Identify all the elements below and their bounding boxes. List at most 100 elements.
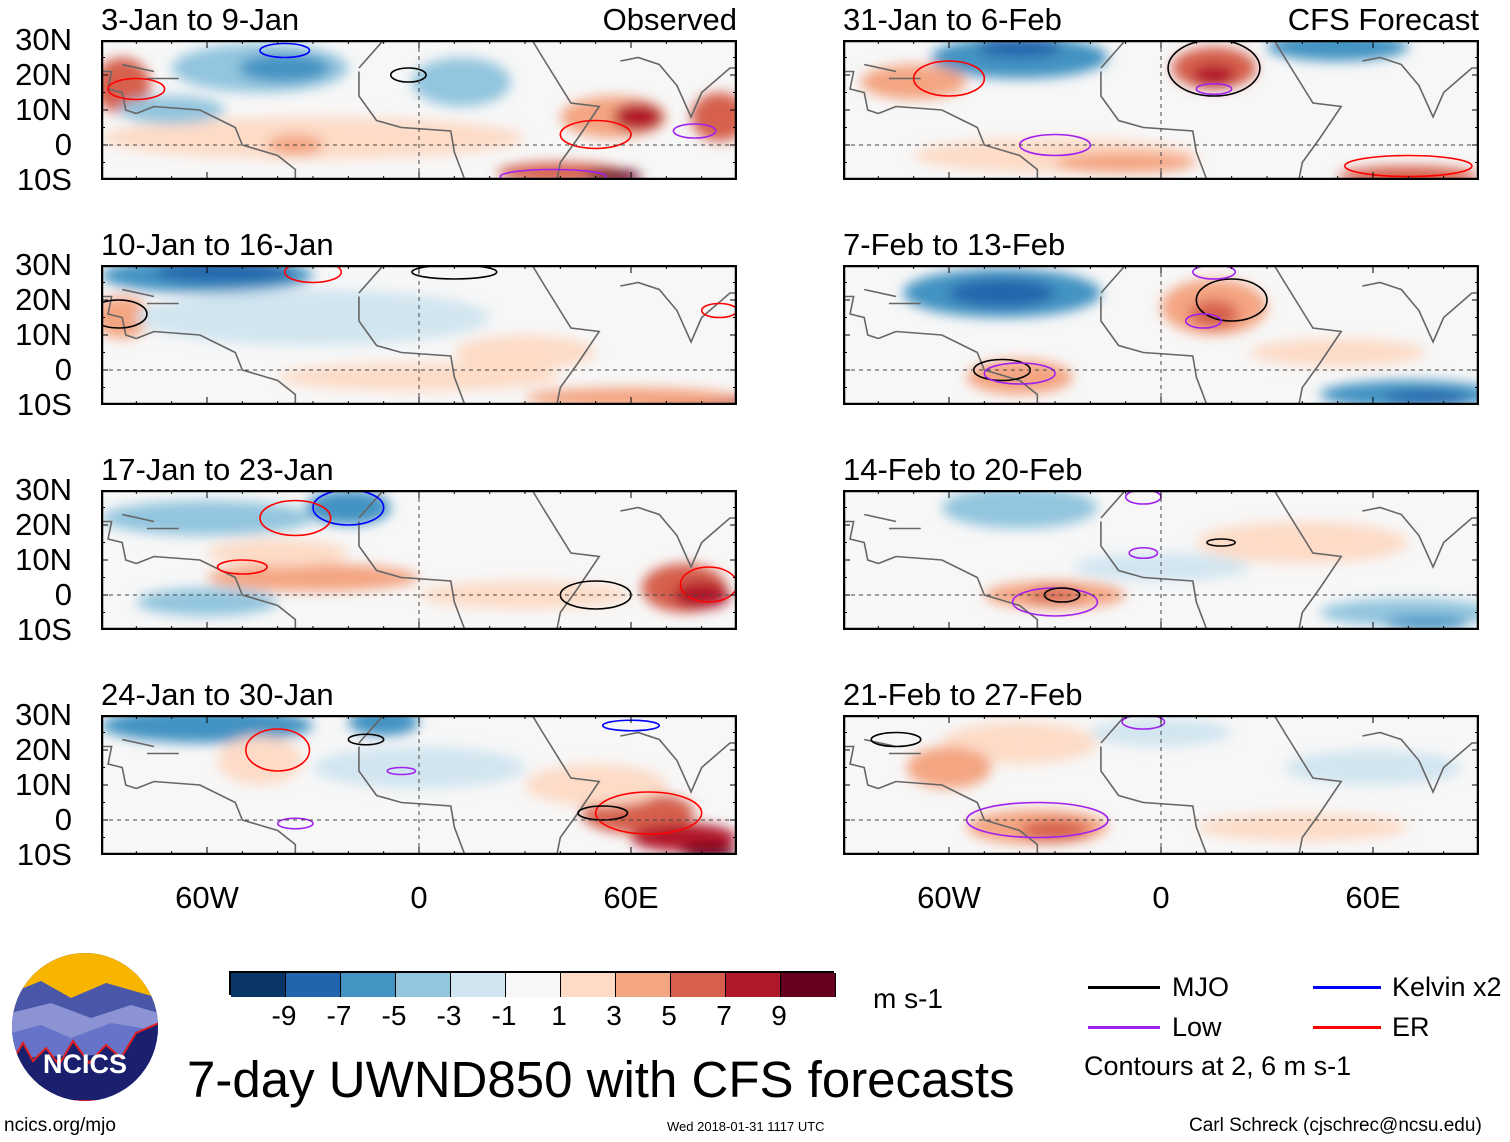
lat-label: 10N [15,92,72,127]
colorbar [229,971,836,997]
contour [389,67,427,83]
map-panel [101,715,737,855]
wind-anomaly-area [1055,152,1197,173]
contour [672,123,717,139]
wind-anomaly-area [313,746,525,789]
map-panel [101,265,737,405]
legend-label-kelvin: Kelvin x2 [1392,972,1502,1002]
wind-anomaly-area [525,764,667,806]
wind-anomaly-area [691,92,737,142]
panel-frame [843,715,1479,855]
panel-frame [843,265,1479,405]
wind-anomaly-area [680,844,737,855]
colorbar-swatch [451,973,506,997]
contour [594,791,703,835]
colorbar-label: -9 [271,1000,297,1031]
colorbar-label: 3 [606,1000,622,1031]
colorbar-label: -7 [326,1000,352,1031]
contour [870,731,922,748]
contour-note: Contours at 2, 6 m s-1 [1084,1051,1352,1081]
contour [101,299,148,329]
lat-label: 20N [15,57,72,92]
contour [1195,278,1268,322]
wind-anomaly-area [931,40,1108,79]
coastline [843,40,1479,180]
legend-line-low [1088,1026,1160,1029]
contour [1184,313,1222,329]
map-panel [101,490,737,630]
legend-label-mjo: MJO [1172,972,1229,1002]
contour [1195,82,1233,96]
wind-anomaly-area [1383,391,1469,405]
wind-anomaly-area [136,289,490,346]
map-panel [101,40,737,180]
wind-anomaly-area [1192,64,1236,86]
legend-line-mjo [1088,986,1160,989]
lat-label: 10N [15,317,72,352]
contour [386,766,417,776]
colorbar-label: 7 [716,1000,732,1031]
contour [559,119,632,150]
contour [347,733,385,746]
wind-anomaly-area [613,103,663,131]
lon-label: 60W [175,880,239,915]
colorbar-label: -1 [491,1000,517,1031]
coastline [101,40,737,180]
wind-anomaly-area [101,715,313,743]
colorbar-swatch [341,973,396,997]
panel-title: 31-Jan to 6-Feb [843,2,1062,37]
lat-label: 30N [15,472,72,507]
contour [577,805,629,821]
panel-title: 21-Feb to 27-Feb [843,677,1083,712]
contour [312,490,385,526]
wind-anomaly-area [238,54,331,82]
colorbar-swatch [561,973,616,997]
coastline [101,490,737,630]
lat-label: 20N [15,732,72,767]
lat-label: 0 [54,802,72,837]
colorbar-swatch [506,973,561,997]
wind-anomaly-area [101,500,313,536]
contour [499,168,608,180]
lon-label: 60W [917,880,981,915]
wind-anomaly-area [631,823,737,852]
wind-anomaly-area [1284,750,1462,785]
lat-label: 20N [15,507,72,542]
lon-label: 60E [1345,880,1401,915]
panel-frame [843,490,1479,630]
legend-line-er [1313,1026,1381,1029]
lat-label: 30N [15,247,72,282]
wind-anomaly-area [305,490,391,525]
wind-anomaly-area [154,265,296,283]
wind-anomaly-area [411,57,511,107]
panel-frame [101,40,737,180]
wind-anomaly-area [966,359,1073,395]
panel-title: 24-Jan to 30-Jan [101,677,334,712]
wind-anomaly-area [949,279,1055,307]
contour [1206,538,1237,547]
lat-label: 10N [15,542,72,577]
lat-label: 30N [15,22,72,57]
colorbar-swatch [616,973,671,997]
wind-anomaly-area [941,490,1098,529]
wind-anomaly-area [1249,338,1426,367]
colorbar-swatch [781,973,836,997]
legend-label-low: Low [1172,1012,1222,1042]
lon-label: 0 [1152,880,1170,915]
wind-anomaly-area [1383,616,1469,630]
wind-anomaly-area [1026,588,1084,602]
colorbar-label: 1 [551,1000,567,1031]
footer-author: Carl Schreck (cjschrec@ncsu.edu) [1189,1115,1482,1136]
lat-label: 10S [16,162,72,197]
map-panel [843,715,1479,855]
wind-anomaly-area [136,588,278,616]
contour [276,817,314,830]
colorbar-swatch [286,973,341,997]
lat-label: 0 [54,352,72,387]
lat-label: 10S [16,837,72,872]
map-panel [843,40,1479,180]
colorbar-label: 5 [661,1000,677,1031]
lon-label: 60E [603,880,659,915]
coastline [101,265,737,405]
wind-anomaly-area [348,715,419,736]
